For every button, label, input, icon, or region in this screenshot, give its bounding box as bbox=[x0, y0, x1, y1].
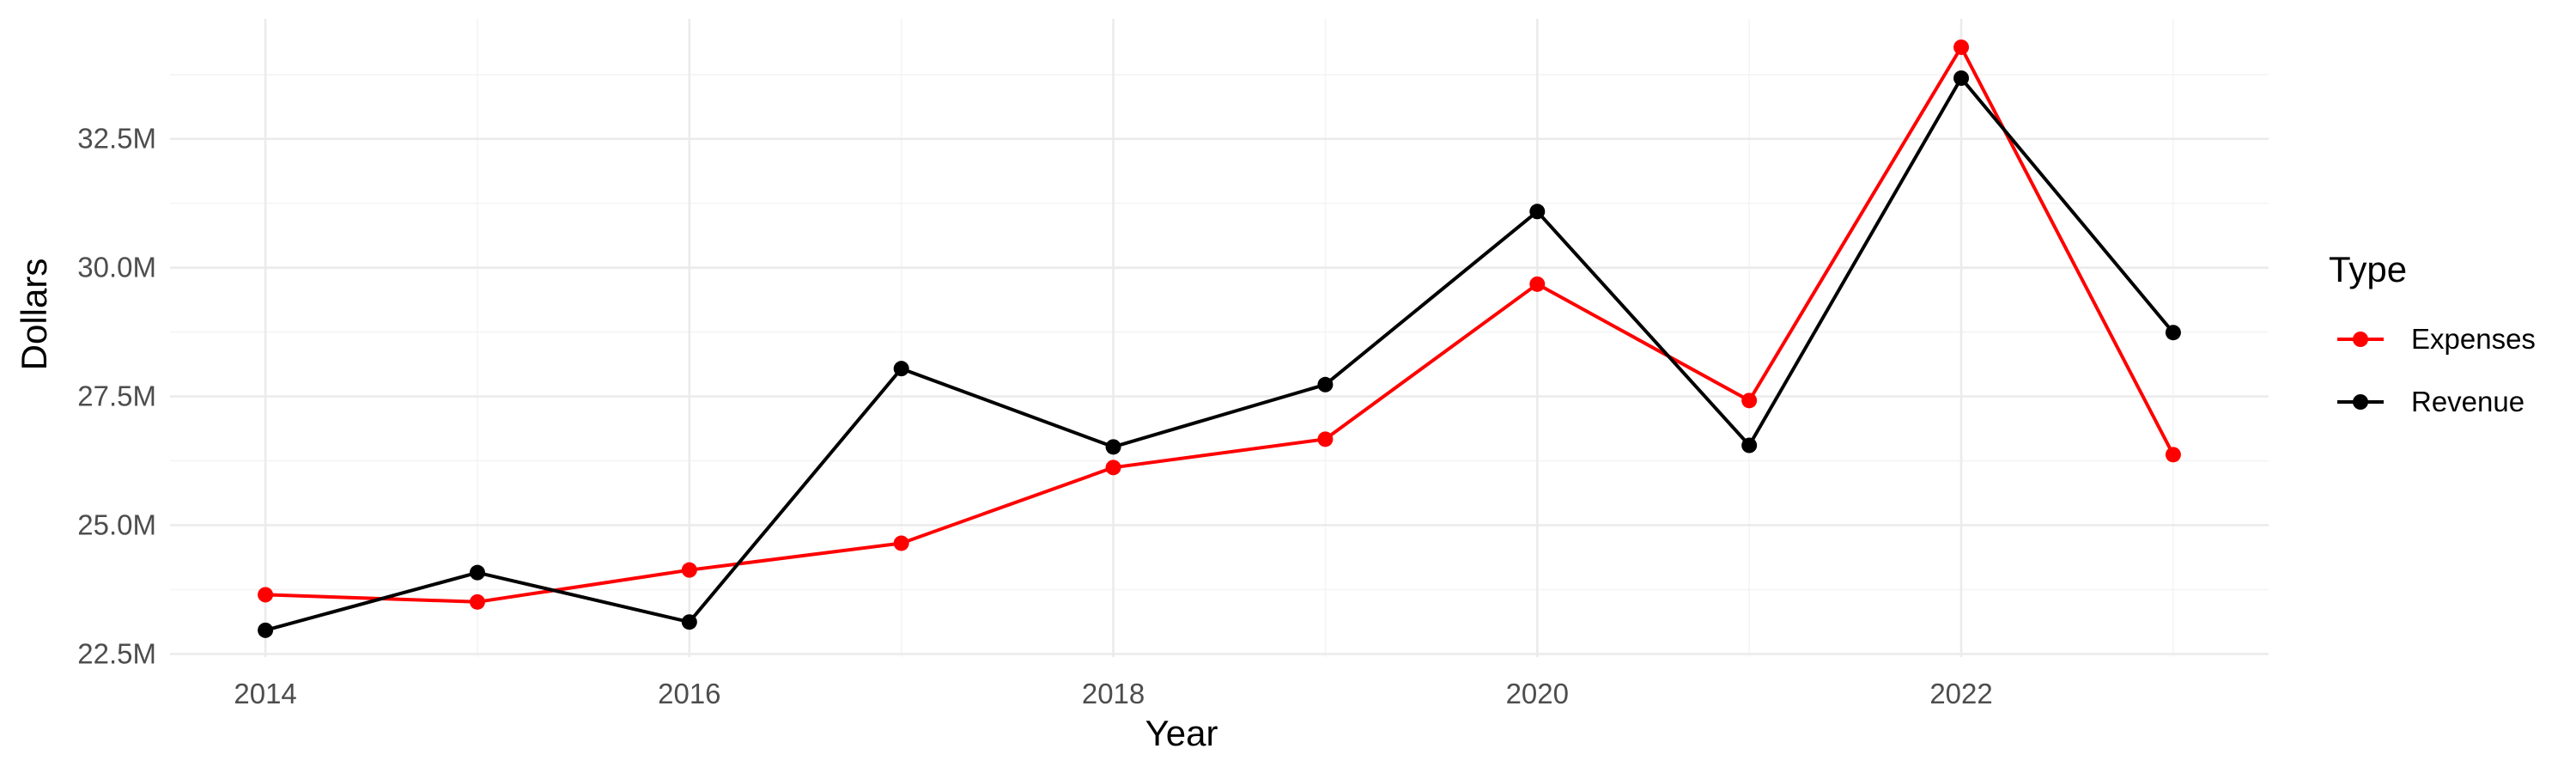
grid bbox=[170, 19, 2269, 657]
revenue-point bbox=[258, 622, 274, 638]
y-tick-label: 22.5M bbox=[77, 637, 156, 669]
legend-items: Expenses Revenue bbox=[2337, 323, 2536, 417]
revenue-point bbox=[893, 361, 909, 377]
revenue-point bbox=[1317, 376, 1334, 393]
expenses-point bbox=[1105, 460, 1121, 476]
revenue-point bbox=[1105, 439, 1121, 455]
x-tick-label: 2020 bbox=[1506, 678, 1569, 709]
expenses-point bbox=[1741, 393, 1758, 409]
y-axis-title: Dollars bbox=[14, 259, 54, 371]
revenue-line bbox=[264, 76, 2175, 632]
legend-title: Type bbox=[2329, 249, 2407, 289]
legend-expenses-label: Expenses bbox=[2411, 323, 2536, 355]
legend: Type Expenses Revenue bbox=[2329, 249, 2536, 417]
y-axis-ticks: 22.5M 25.0M 27.5M 30.0M 32.5M bbox=[77, 123, 156, 670]
x-axis-ticks: 2014 2016 2018 2020 2022 bbox=[234, 678, 1992, 709]
series bbox=[258, 39, 2181, 638]
revenue-point bbox=[469, 564, 485, 581]
expenses-point bbox=[681, 562, 697, 578]
expenses-point bbox=[469, 593, 485, 610]
axes: 2014 2016 2018 2020 2022 22.5M 25.0M 27.5M 30.0… bbox=[14, 123, 1993, 753]
x-tick-label: 2022 bbox=[1929, 678, 1992, 709]
legend-revenue-point bbox=[2353, 394, 2368, 410]
expenses-point bbox=[2165, 447, 2181, 463]
expenses-point bbox=[1529, 276, 1546, 292]
x-tick-label: 2016 bbox=[658, 678, 720, 709]
expenses-line bbox=[265, 46, 2175, 604]
legend-expenses-point bbox=[2353, 332, 2368, 347]
revenue-point bbox=[681, 614, 697, 630]
revenue-point bbox=[1741, 437, 1758, 453]
y-tick-label: 25.0M bbox=[77, 508, 156, 540]
legend-revenue-label: Revenue bbox=[2411, 386, 2524, 417]
x-tick-label: 2018 bbox=[1082, 678, 1145, 709]
expenses-point bbox=[1317, 431, 1334, 447]
y-tick-label: 27.5M bbox=[77, 380, 156, 412]
x-tick-label: 2014 bbox=[234, 678, 296, 709]
revenue-point bbox=[2165, 325, 2181, 341]
expenses-point bbox=[258, 587, 274, 603]
y-tick-label: 30.0M bbox=[77, 252, 156, 283]
revenue-point bbox=[1529, 204, 1546, 220]
expenses-point bbox=[893, 535, 909, 551]
expenses-point bbox=[1953, 39, 1970, 55]
x-axis-title: Year bbox=[1145, 713, 1218, 753]
revenue-point bbox=[1953, 70, 1970, 86]
y-tick-label: 32.5M bbox=[77, 123, 156, 155]
